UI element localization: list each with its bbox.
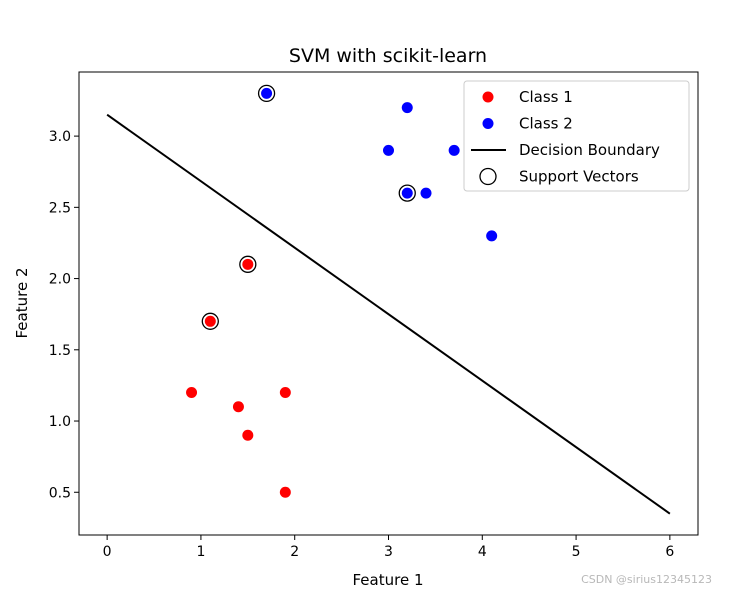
y-axis-label: Feature 2 [13, 268, 31, 339]
decision-boundary-line [106, 113, 671, 515]
class-2-point [383, 144, 394, 156]
x-axis-ticks: 0 1 2 3 4 5 6 [103, 535, 674, 560]
class-2-point [401, 187, 413, 199]
x-tick-label: 4 [478, 544, 487, 560]
legend: Class 1 Class 2 Decision Boundary Support V… [463, 80, 690, 192]
support-vector-marker [201, 312, 219, 330]
y-tick-label: 0.5 [49, 485, 71, 501]
x-tick-label: 1 [196, 544, 205, 560]
legend-class-2-marker [482, 118, 494, 129]
class-1-point [232, 401, 244, 413]
x-tick-label: 5 [572, 544, 581, 560]
class-1-point [279, 486, 291, 498]
class-1-point [186, 387, 198, 399]
y-tick-label: 2.0 [49, 272, 71, 288]
watermark: CSDN @sirius12345123 [581, 573, 712, 586]
class-2-point [486, 230, 498, 242]
legend-class-2-label: Class 2 [519, 115, 573, 133]
support-vector-marker [239, 255, 257, 273]
x-tick-label: 3 [384, 544, 393, 560]
legend-class-1-marker [482, 91, 494, 103]
legend-box [463, 80, 690, 192]
support-vector-marker [257, 84, 276, 103]
y-tick-label: 3.0 [49, 129, 71, 145]
x-tick-label: 2 [290, 544, 299, 560]
class-2-point [261, 87, 273, 99]
x-axis-label: Feature 1 [353, 571, 424, 589]
y-axis-ticks: 0.5 1.0 1.5 2.0 2.5 3.0 [49, 129, 79, 501]
class-1-point [204, 315, 216, 327]
support-vector-marker [398, 184, 416, 202]
class-2-point [448, 144, 460, 156]
legend-support-vectors-label: Support Vectors [519, 168, 639, 186]
legend-decision-boundary-label: Decision Boundary [519, 141, 660, 159]
y-tick-label: 1.5 [49, 343, 71, 359]
x-tick-label: 0 [103, 544, 112, 560]
legend-class-1-label: Class 1 [519, 88, 573, 106]
class-2-point [401, 102, 413, 114]
plot-marks [106, 84, 671, 515]
chart-title: SVM with scikit-learn [289, 45, 487, 67]
legend-support-vectors-marker [479, 167, 497, 186]
y-tick-label: 1.0 [49, 414, 71, 430]
class-1-point [242, 258, 254, 270]
class-1-point [279, 387, 291, 399]
x-tick-label: 6 [665, 544, 674, 560]
class-2-point [420, 187, 432, 199]
y-tick-label: 2.5 [49, 200, 71, 216]
class-1-point [242, 429, 254, 441]
